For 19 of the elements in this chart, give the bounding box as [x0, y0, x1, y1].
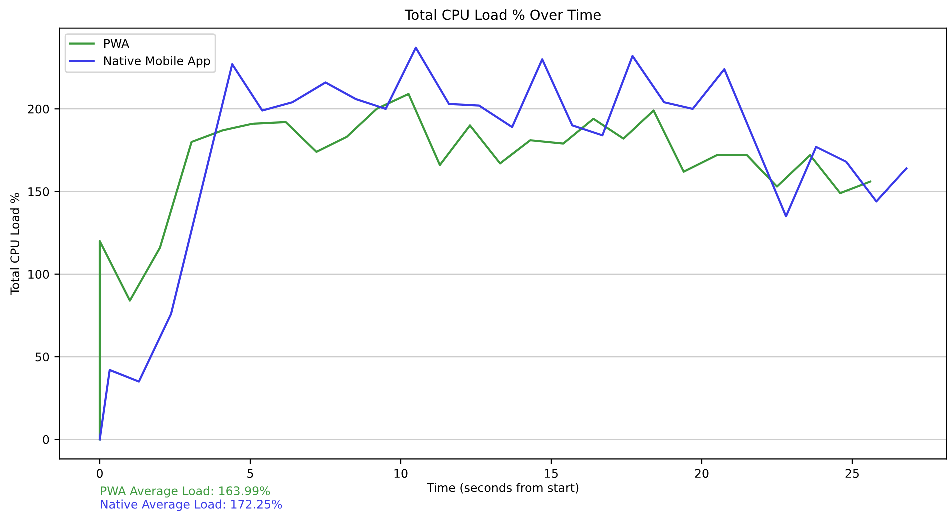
y-tick-label: 0: [43, 435, 50, 444]
y-tick-label: 150: [28, 187, 50, 196]
legend-label: PWA: [104, 39, 130, 48]
x-tick-label: 15: [545, 469, 558, 478]
y-tick-label: 200: [28, 104, 50, 114]
y-tick-label: 50: [36, 352, 50, 362]
x-tick-label: 20: [695, 469, 709, 478]
y-axis-title: Total CPU Load %: [10, 193, 20, 296]
legend-label: Native Mobile App: [104, 56, 210, 68]
y-tick-label: 100: [28, 270, 50, 280]
x-tick-label: 10: [394, 469, 408, 478]
chart-title: Total CPU Load % Over Time: [404, 9, 601, 20]
text: PWA Average Load: 163.99%: [101, 486, 270, 498]
x-axis-title: Time (seconds from start): [427, 483, 579, 494]
text: Native Average Load: 172.25%: [101, 500, 282, 512]
x-tick-label: 5: [248, 469, 254, 478]
x-tick-label: 25: [846, 469, 859, 478]
x-tick-label: 0: [97, 469, 103, 478]
line-series: [98, 46, 908, 441]
